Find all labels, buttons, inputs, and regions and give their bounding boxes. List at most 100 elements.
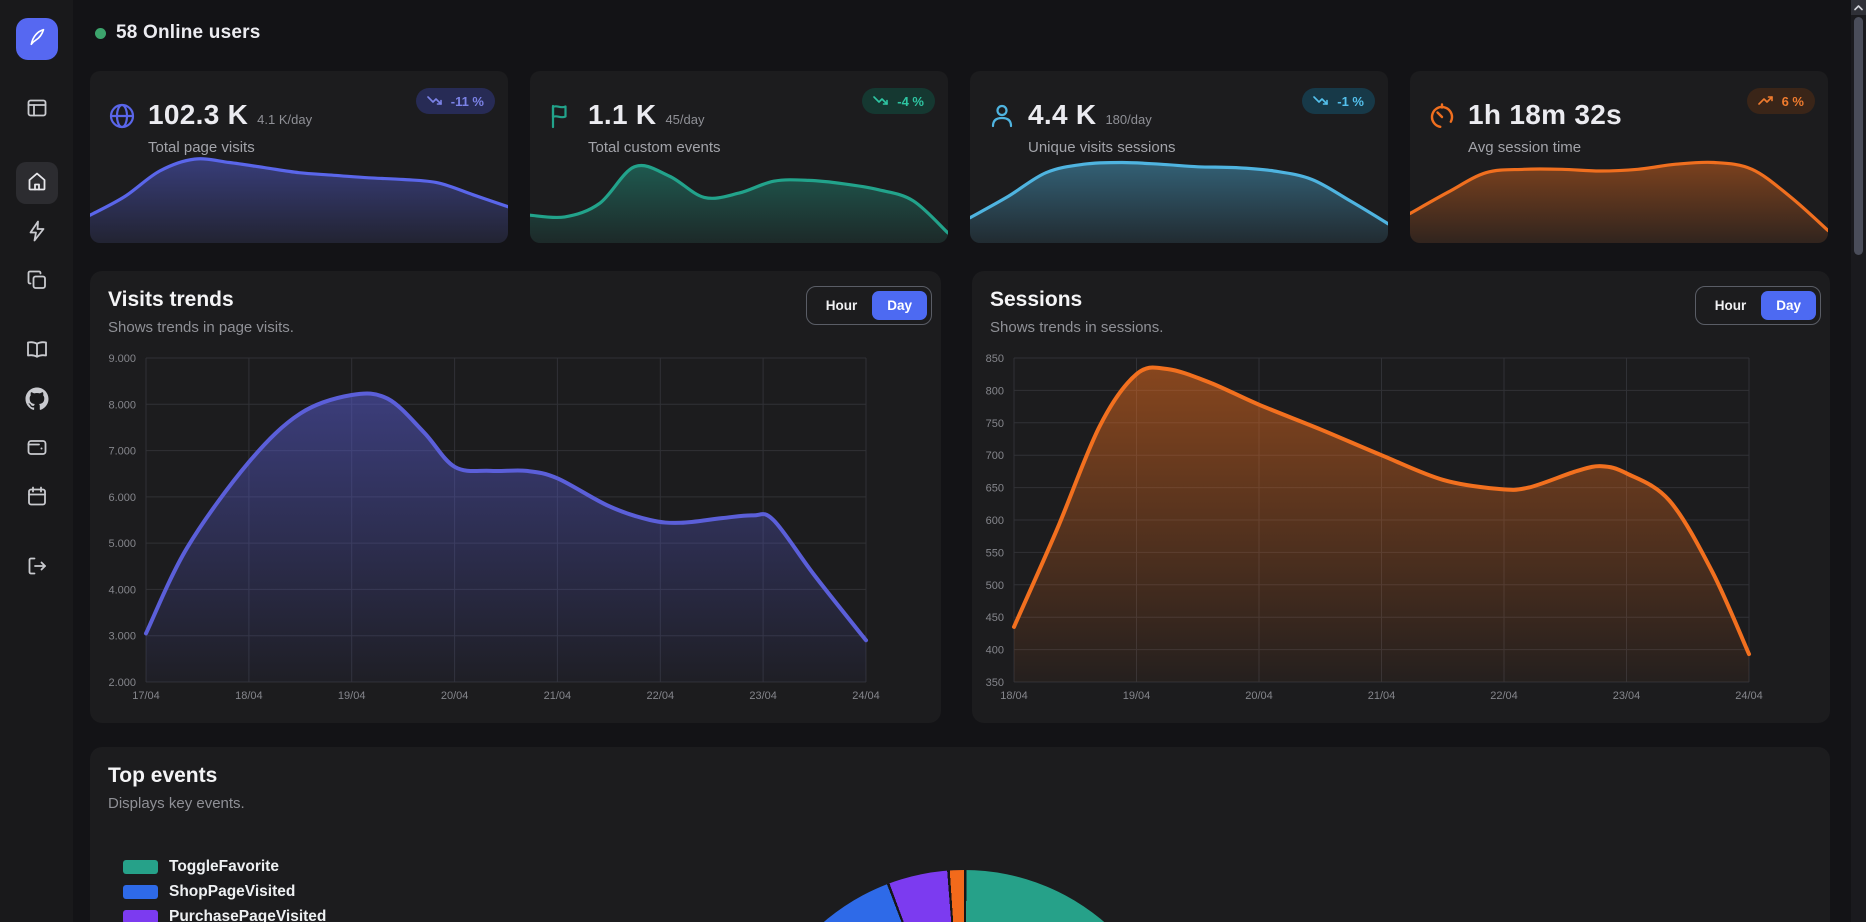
book-icon	[25, 337, 49, 366]
scrollbar[interactable]	[1851, 0, 1866, 922]
stat-label: Avg session time	[1468, 139, 1582, 156]
trend-badge: 6 %	[1746, 88, 1815, 114]
online-users-header: 58 Online users	[95, 22, 261, 44]
panel-subtitle: Displays key events.	[108, 795, 245, 812]
github-icon	[25, 387, 49, 416]
sidebar-item-docs[interactable]	[16, 330, 58, 372]
sidebar-item-home[interactable]	[15, 162, 58, 204]
svg-text:24/04: 24/04	[1735, 690, 1763, 702]
stat-value: 4.4 K	[1028, 99, 1097, 130]
trending-down-icon	[426, 94, 444, 109]
globe-icon	[108, 102, 136, 130]
sidebar-item-billing[interactable]	[16, 428, 58, 470]
svg-text:4.000: 4.000	[108, 584, 136, 596]
legend-swatch	[123, 884, 158, 899]
svg-text:19/04: 19/04	[338, 690, 366, 702]
svg-text:23/04: 23/04	[749, 690, 777, 702]
panel-subtitle: Shows trends in sessions.	[990, 319, 1164, 336]
svg-text:350: 350	[986, 677, 1004, 689]
svg-text:20/04: 20/04	[1245, 690, 1273, 702]
svg-text:550: 550	[986, 547, 1004, 559]
stat-card-unique-visits-sessions: 4.4 K 180/day Unique visits sessions -1 …	[970, 71, 1388, 243]
scrollbar-thumb[interactable]	[1854, 17, 1863, 255]
sidebar-item-calendar[interactable]	[16, 477, 58, 519]
trending-down-icon	[1313, 94, 1330, 109]
svg-text:20/04: 20/04	[441, 690, 469, 702]
legend-item-shoppagevisited[interactable]: ShopPageVisited	[123, 879, 326, 904]
legend-item-purchasepagevisited[interactable]: PurchasePageVisited	[123, 904, 326, 922]
logout-icon	[25, 554, 49, 583]
visits-trends-panel: Visits trends Shows trends in page visit…	[90, 271, 941, 723]
svg-text:7.000: 7.000	[108, 446, 136, 458]
stat-per-day: 45/day	[665, 112, 705, 127]
svg-text:2.000: 2.000	[108, 677, 136, 689]
panel-title: Visits trends	[108, 288, 234, 311]
svg-text:23/04: 23/04	[1613, 690, 1641, 702]
svg-text:17/04: 17/04	[132, 690, 160, 702]
trend-badge: -1 %	[1302, 88, 1375, 114]
sparkline-page-visits	[90, 157, 508, 243]
svg-text:24/04: 24/04	[852, 690, 880, 702]
svg-text:21/04: 21/04	[1368, 690, 1396, 702]
stat-label: Total custom events	[588, 139, 721, 156]
sidebar-item-pages[interactable]	[16, 261, 58, 303]
svg-text:700: 700	[986, 450, 1004, 462]
sidebar-item-github[interactable]	[16, 380, 58, 422]
svg-text:600: 600	[986, 515, 1004, 527]
top-events-legend: ToggleFavorite ShopPageVisited PurchaseP…	[123, 854, 326, 922]
svg-text:850: 850	[986, 353, 1004, 365]
wave-logo-icon	[24, 24, 50, 55]
legend-item-togglefavorite[interactable]: ToggleFavorite	[123, 854, 326, 879]
scroll-up-button[interactable]	[1851, 0, 1866, 15]
svg-text:6.000: 6.000	[108, 492, 136, 504]
svg-text:5.000: 5.000	[108, 538, 136, 550]
svg-text:22/04: 22/04	[1490, 690, 1518, 702]
wallet-icon	[25, 435, 49, 464]
svg-text:750: 750	[986, 418, 1004, 430]
sessions-panel: Sessions Shows trends in sessions. Hour …	[972, 271, 1830, 723]
app-logo[interactable]	[16, 18, 58, 60]
sidebar-item-logout[interactable]	[16, 547, 58, 589]
sidebar	[0, 0, 73, 922]
panel-subtitle: Shows trends in page visits.	[108, 319, 294, 336]
stat-value: 1.1 K	[588, 99, 657, 130]
toggle-hour-button[interactable]: Hour	[1714, 298, 1747, 313]
stat-label: Unique visits sessions	[1028, 139, 1176, 156]
toggle-hour-button[interactable]: Hour	[825, 298, 858, 313]
stat-per-day: 180/day	[1105, 112, 1152, 127]
trending-up-icon	[1757, 94, 1775, 109]
svg-text:3.000: 3.000	[108, 631, 136, 643]
bolt-icon	[25, 219, 49, 248]
svg-text:800: 800	[986, 385, 1004, 397]
stat-card-avg-session-time: 1h 18m 32s Avg session time 6 %	[1410, 71, 1828, 243]
toggle-day-button[interactable]: Day	[1761, 291, 1816, 320]
sidebar-item-dashboard[interactable]	[16, 89, 58, 131]
stat-label: Total page visits	[148, 139, 255, 156]
svg-text:19/04: 19/04	[1123, 690, 1151, 702]
copy-icon	[25, 268, 49, 297]
svg-text:500: 500	[986, 580, 1004, 592]
svg-text:9.000: 9.000	[108, 353, 136, 365]
svg-text:18/04: 18/04	[1000, 690, 1028, 702]
svg-text:400: 400	[986, 645, 1004, 657]
stat-per-day: 4.1 K/day	[257, 112, 313, 127]
layout-icon	[25, 96, 49, 125]
top-events-panel: Top events Displays key events. ToggleFa…	[90, 747, 1830, 922]
sparkline-custom-events	[530, 163, 948, 243]
sessions-interval-toggle: Hour Day	[1694, 286, 1821, 325]
svg-text:450: 450	[986, 612, 1004, 624]
svg-text:8.000: 8.000	[108, 399, 136, 411]
charts-row: Visits trends Shows trends in page visit…	[90, 271, 1830, 723]
online-status-dot	[95, 27, 106, 39]
visits-interval-toggle: Hour Day	[805, 286, 932, 325]
main-content: 58 Online users 102.3 K 4.1 K/day Total …	[73, 0, 1866, 922]
stat-value: 1h 18m 32s	[1468, 99, 1622, 130]
sparkline-unique-sessions	[970, 160, 1388, 243]
toggle-day-button[interactable]: Day	[872, 291, 927, 320]
stat-card-total-page-visits: 102.3 K 4.1 K/day Total page visits -11 …	[90, 71, 508, 243]
online-users-label: 58 Online users	[116, 22, 261, 43]
svg-text:21/04: 21/04	[544, 690, 572, 702]
stat-value: 102.3 K	[148, 99, 249, 130]
sidebar-item-events[interactable]	[16, 212, 58, 254]
